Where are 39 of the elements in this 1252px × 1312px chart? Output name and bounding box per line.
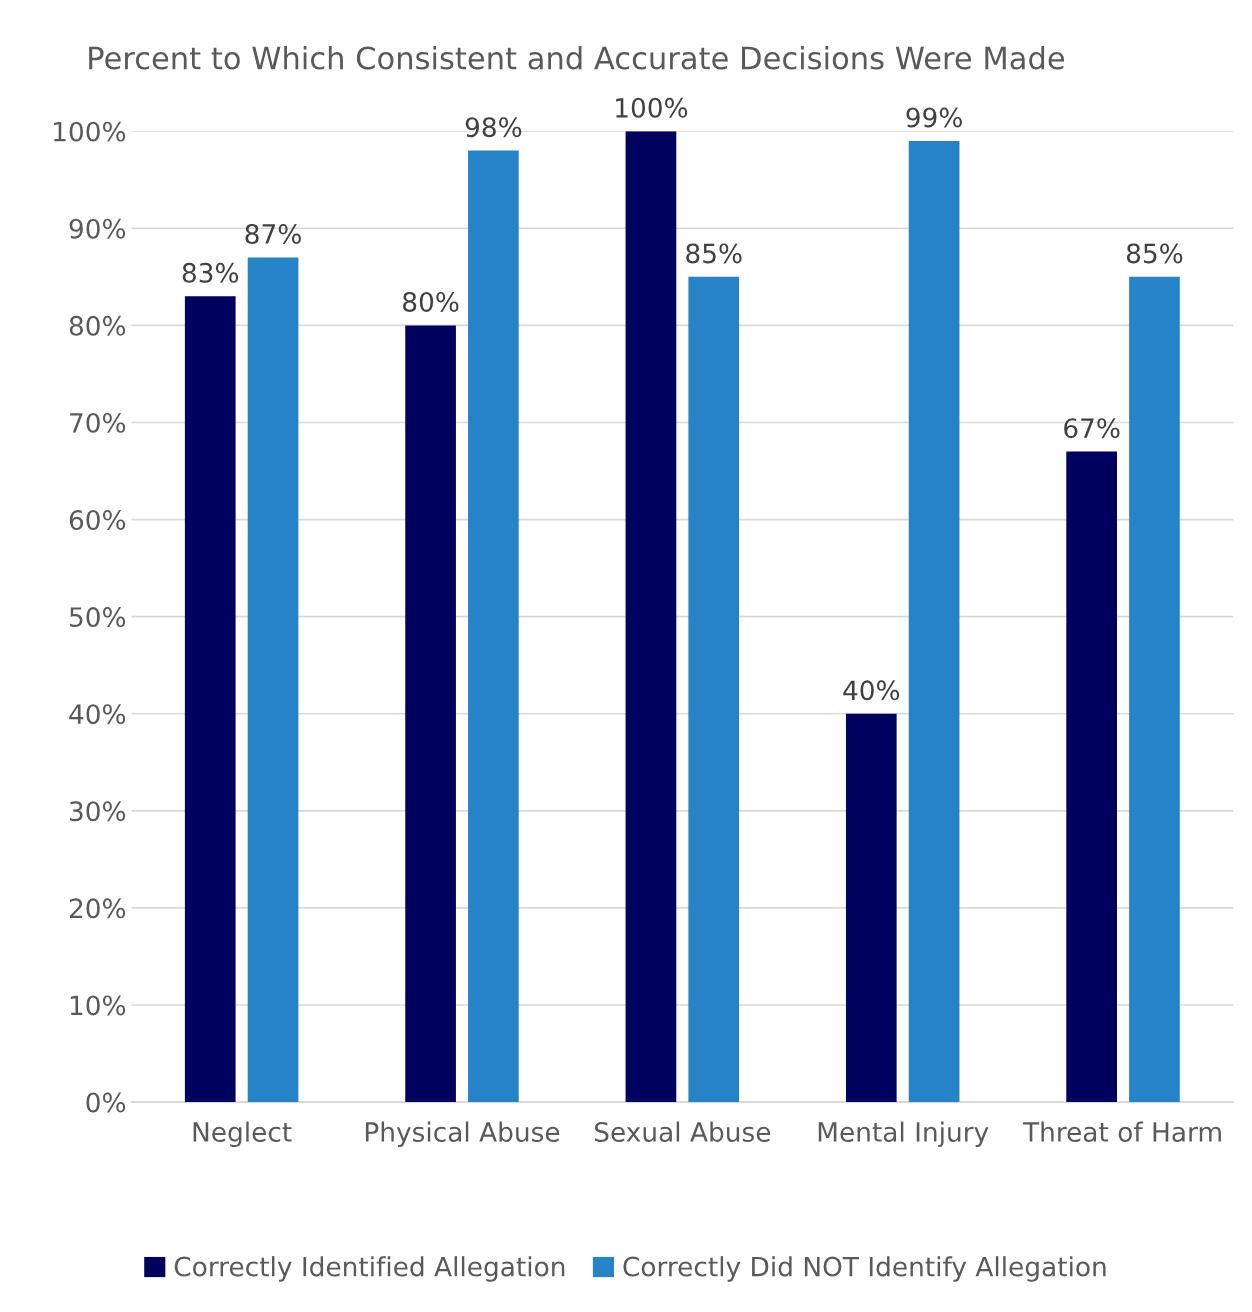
y-tick-label: 10% — [70, 995, 126, 1016]
y-tick-label: 100% — [54, 121, 126, 142]
bar — [1129, 276, 1180, 1103]
y-tick-label: 50% — [69, 607, 126, 628]
data-label: 85% — [1126, 243, 1183, 264]
data-label: 99% — [906, 107, 962, 128]
data-label: 100% — [616, 97, 688, 118]
x-tick-label: Mental Injury — [818, 1121, 989, 1148]
bar — [247, 257, 299, 1103]
bar — [405, 325, 456, 1103]
data-label: 40% — [843, 680, 900, 701]
y-tick-label: 20% — [69, 898, 126, 919]
y-tick-label: 80% — [69, 315, 126, 336]
x-tick-label: Neglect — [193, 1121, 292, 1148]
data-label: 85% — [686, 243, 742, 264]
chart-title: Percent to Which Consistent and Accurate Decisions Were Made — [89, 45, 1065, 70]
bar — [688, 276, 740, 1103]
data-label: 87% — [245, 224, 301, 244]
bar — [908, 140, 960, 1103]
x-tick-label: Threat of Harm — [1022, 1121, 1221, 1142]
x-tick-label: Physical Abuse — [365, 1121, 560, 1148]
bar — [625, 131, 677, 1103]
bar — [845, 713, 897, 1103]
data-label: 83% — [182, 262, 239, 283]
bar — [468, 150, 519, 1103]
legend-label: Correctly Did NOT Identify Allegation — [623, 1256, 1106, 1282]
x-tick-label: Sexual Abuse — [594, 1121, 771, 1142]
y-tick-label: 30% — [69, 801, 126, 822]
bar — [184, 296, 236, 1103]
y-tick-label: 60% — [69, 509, 126, 530]
legend-label: Correctly Identified Allegation — [174, 1256, 565, 1282]
y-tick-label: 40% — [69, 704, 126, 725]
y-tick-label: 70% — [70, 412, 126, 433]
data-label: 67% — [1064, 418, 1120, 439]
y-tick-label: 90% — [69, 218, 126, 239]
y-tick-label: 0% — [86, 1092, 126, 1113]
data-label: 98% — [465, 117, 522, 138]
bar — [1066, 451, 1117, 1103]
data-label: 80% — [403, 291, 459, 312]
